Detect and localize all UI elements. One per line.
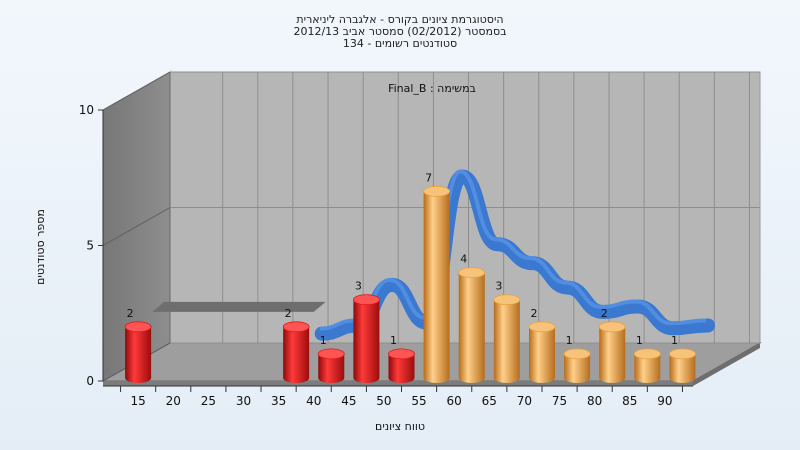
x-tick-label: 45 (341, 394, 356, 408)
bar-body (599, 326, 626, 383)
bar: 2 (282, 307, 310, 383)
bar-value-label: 1 (390, 334, 397, 347)
bar-body (564, 353, 591, 383)
bar-body (353, 299, 380, 383)
x-tick-label: 75 (552, 394, 567, 408)
x-tick-label: 85 (622, 394, 637, 408)
x-tick-label: 40 (306, 394, 321, 408)
bar-value-label: 2 (601, 307, 608, 320)
bar: 4 (458, 253, 486, 383)
grid-line-left-wall (102, 71, 171, 111)
chart-grid (102, 71, 760, 382)
x-tick-label: 90 (657, 394, 672, 408)
chart-annotation: Final_B : במשימה (388, 82, 476, 95)
bar-top (633, 348, 661, 360)
bar-value-label: 1 (671, 334, 678, 347)
bar: 1 (633, 334, 661, 383)
bar-body (634, 353, 661, 383)
bar-top (493, 294, 521, 306)
chart-series: 2 2 1 3 1 7 4 3 2 1 2 1 1 (124, 169, 716, 383)
x-tick-label: 80 (587, 394, 602, 408)
bar: 7 (423, 171, 451, 383)
bar: 3 (493, 280, 521, 383)
bar-value-label: 1 (320, 334, 327, 347)
bar: 2 (598, 307, 626, 383)
bar: 3 (352, 280, 380, 383)
bar-body (283, 326, 310, 383)
x-tick-label: 60 (447, 394, 462, 408)
bar: 1 (317, 334, 345, 383)
x-tick-label: 70 (517, 394, 532, 408)
bar-top (282, 321, 310, 333)
bar: 1 (388, 334, 415, 383)
floor-side-edge (693, 343, 760, 386)
bar: 1 (669, 334, 696, 383)
bar-top (124, 321, 152, 333)
bar-body (388, 353, 415, 383)
bar: 2 (528, 307, 556, 383)
bar-top (388, 348, 415, 360)
bar-top (563, 348, 591, 360)
bar-value-label: 2 (127, 307, 134, 320)
bar: 2 (124, 307, 152, 383)
x-tick-label: 65 (482, 394, 497, 408)
bar-top (458, 267, 486, 279)
bar-body (528, 326, 555, 383)
x-axis-label: טווח ציונים (375, 420, 425, 433)
y-axis-label: מספר סטודנטים (34, 209, 47, 285)
bar-value-label: 3 (495, 280, 502, 293)
x-tick-label: 35 (271, 394, 286, 408)
chart-axes: 0 5 10 15 20 25 30 35 40 45 50 55 60 65 70 75 80 85 90 (79, 103, 693, 408)
bar-value-label: 4 (460, 253, 467, 266)
bar-value-label: 7 (425, 171, 432, 184)
curve-series-ribbon (314, 169, 716, 341)
bar-value-label: 3 (355, 280, 362, 293)
bar-body (458, 272, 485, 383)
x-tick-label: 50 (376, 394, 391, 408)
bar-body (669, 353, 696, 383)
bar-value-label: 2 (285, 307, 292, 320)
x-tick-label: 15 (130, 394, 145, 408)
grid-line-left-wall (102, 207, 171, 246)
bar-body (125, 326, 152, 383)
bar-top (528, 321, 556, 333)
bar-value-label: 1 (566, 334, 573, 347)
bar-value-label: 2 (530, 307, 537, 320)
x-tick-label: 20 (166, 394, 181, 408)
x-tick-label: 55 (411, 394, 426, 408)
bar-body (493, 299, 520, 383)
flat-series-band (152, 301, 326, 312)
curve-series-highlight (319, 169, 707, 331)
y-tick-label: 10 (79, 103, 94, 117)
bar-top (317, 348, 345, 360)
y-tick-label: 0 (86, 374, 94, 388)
bar-top (423, 185, 451, 197)
bar-body (423, 191, 450, 383)
chart-title-line-2: בסמסטר (02/2012) סמסטר אביב 2012/13 (293, 25, 507, 38)
bar-top (598, 321, 626, 333)
chart-title-line-3: 134 - סטודנטים רשומים (342, 37, 458, 50)
bar-top (352, 294, 380, 306)
bar-top (669, 348, 696, 360)
bar-body (318, 353, 345, 383)
y-tick-label: 5 (86, 239, 94, 253)
bar-value-label: 1 (636, 334, 643, 347)
x-tick-label: 30 (236, 394, 251, 408)
bar: 1 (563, 334, 591, 383)
x-tick-label: 25 (201, 394, 216, 408)
chart-title-line-1: היסטוגרמת ציונים בקורס - אלגברה ליניארית (296, 13, 504, 26)
